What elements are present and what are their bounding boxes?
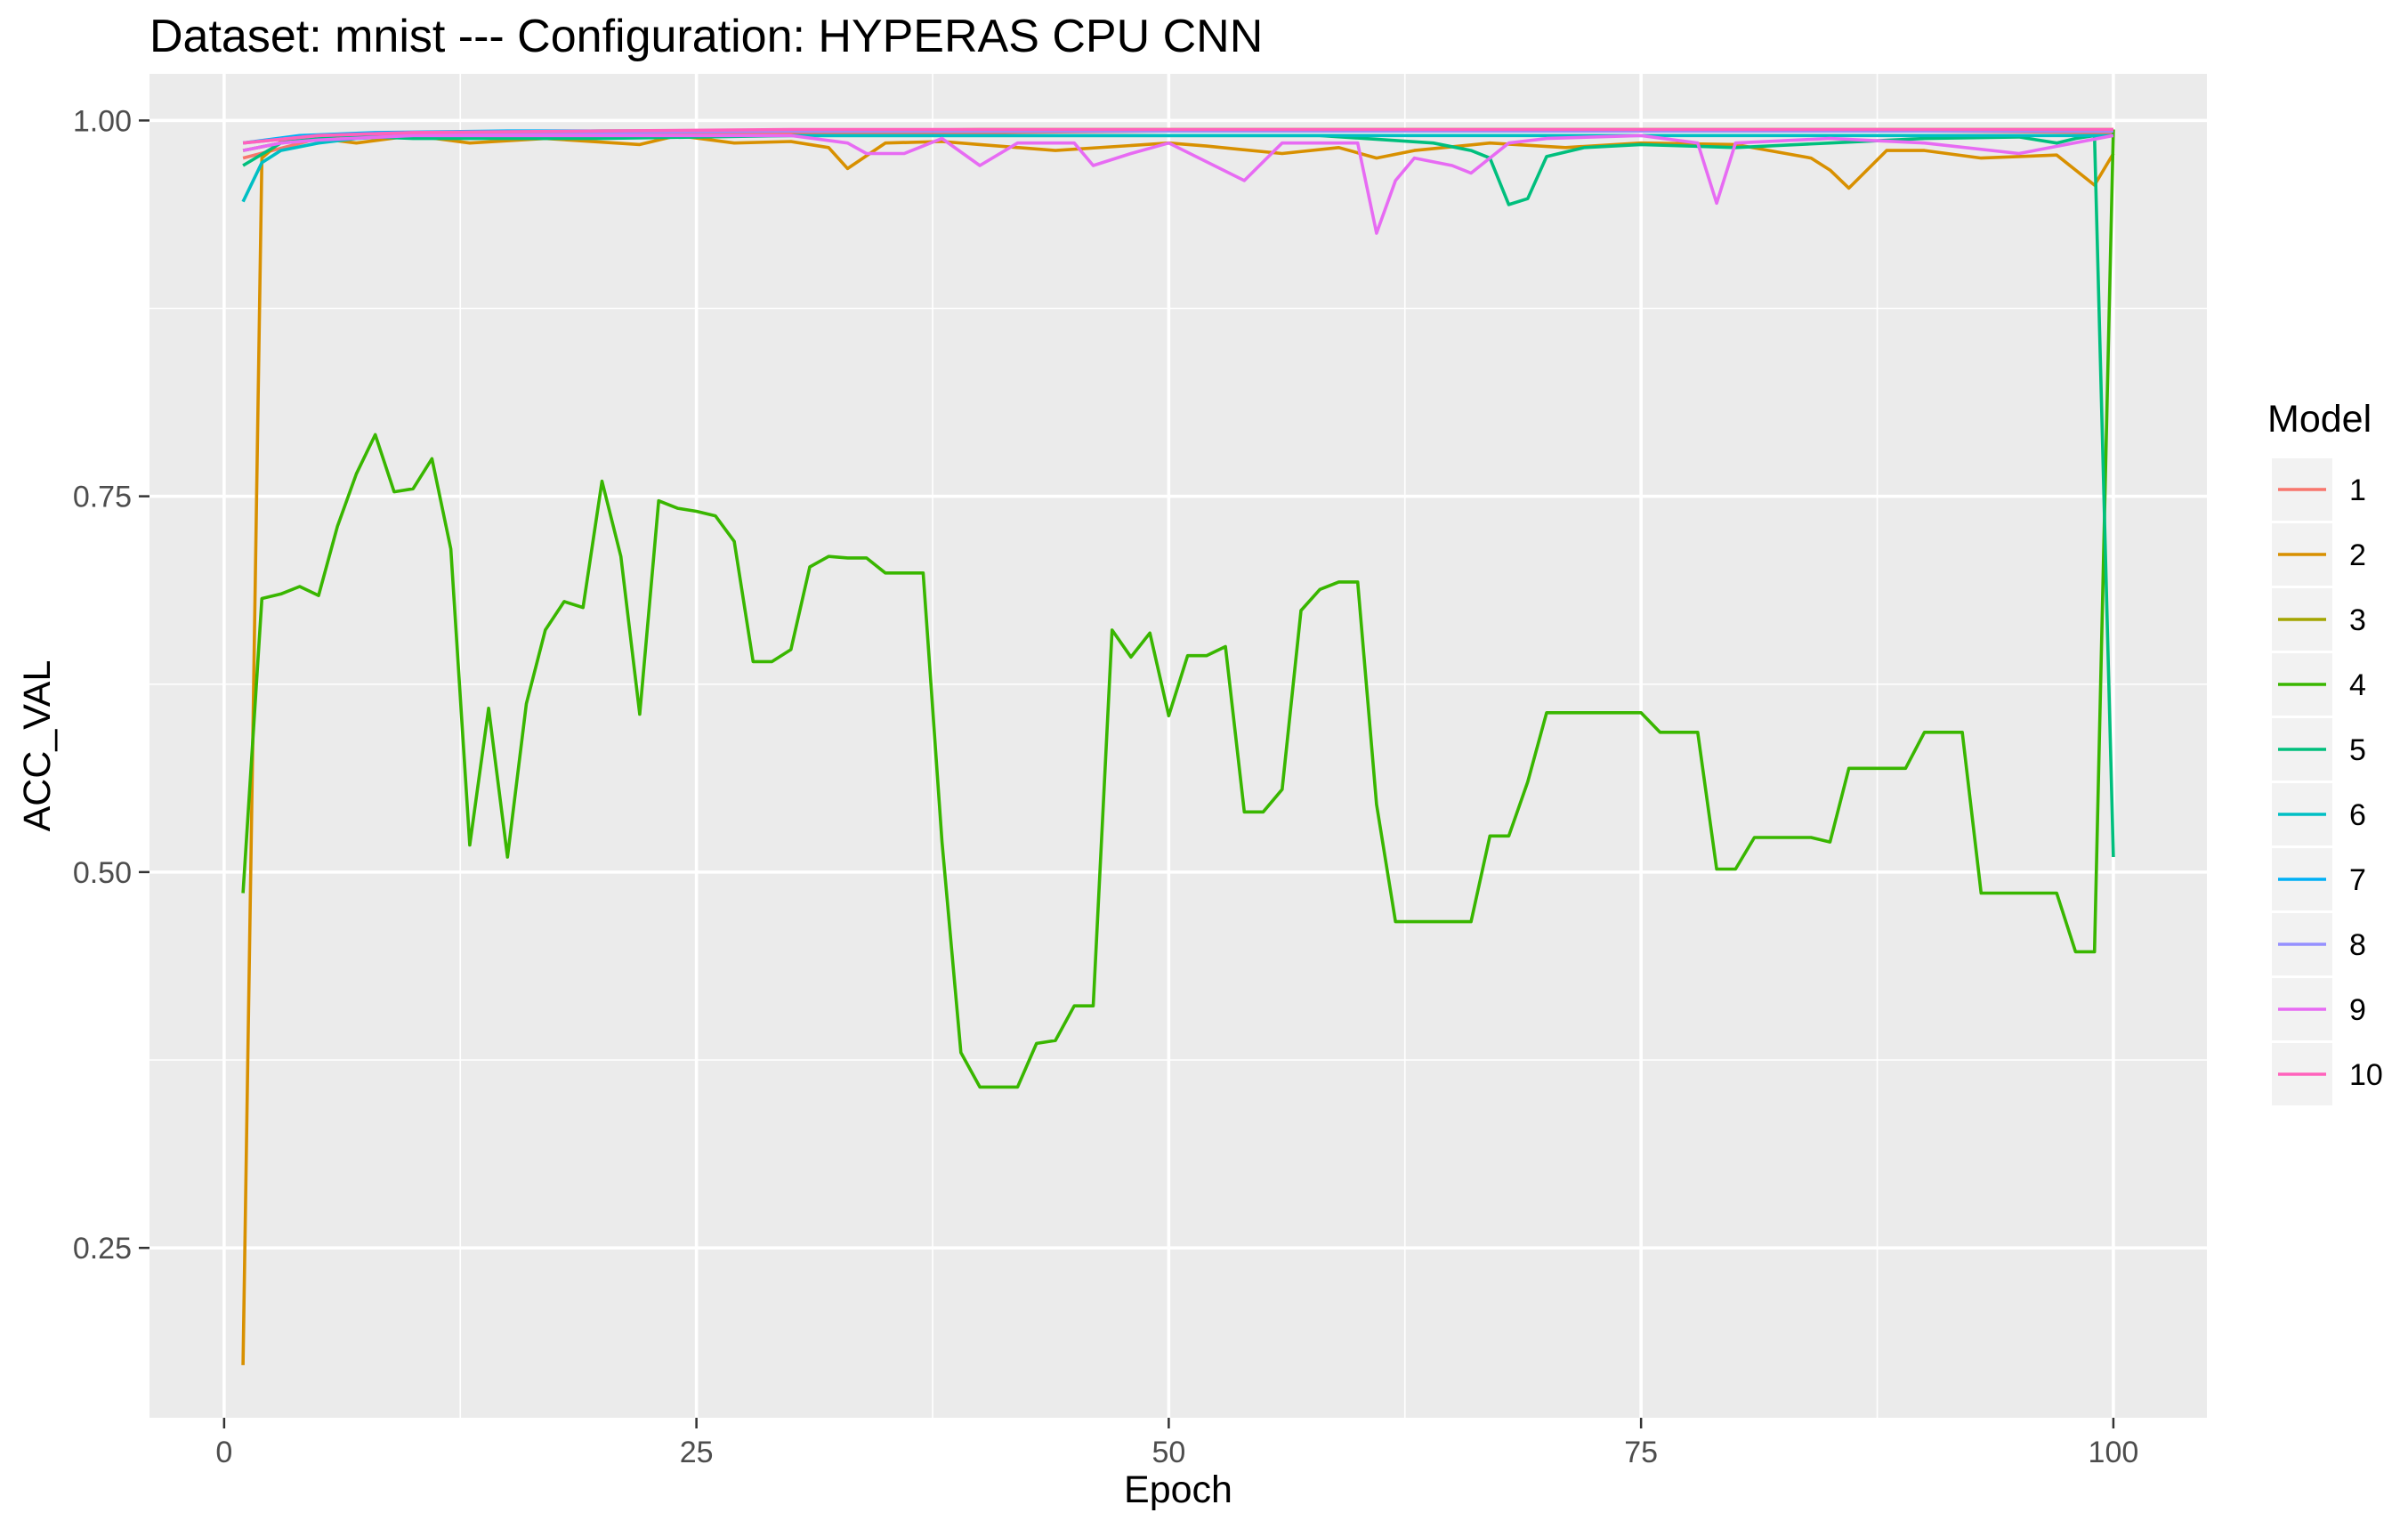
legend-item-10: 10 (2272, 1043, 2383, 1105)
legend-label: 9 (2349, 993, 2366, 1027)
legend-label: 1 (2349, 473, 2366, 507)
legend-label: 5 (2349, 733, 2366, 767)
legend-items: 1 2 3 4 5 6 7 8 9 10 (2272, 458, 2383, 1105)
legend-item-6: 6 (2272, 783, 2366, 845)
legend-title: Model (2267, 398, 2372, 441)
legend-label: 2 (2349, 538, 2366, 572)
x-axis-label: Epoch (1124, 1468, 1232, 1511)
y-tick-label: 0.50 (73, 856, 132, 890)
legend-label: 7 (2349, 863, 2366, 897)
series-line-10 (242, 127, 2113, 145)
y-tick-label: 0.25 (73, 1232, 132, 1266)
series-line-9 (242, 133, 2114, 235)
x-tick-label: 0 (215, 1436, 232, 1469)
series-line-4 (241, 129, 2115, 1089)
x-axis: 0 25 50 75 100 (215, 1418, 2138, 1469)
chart-title: Dataset: mnist --- Configuration: HYPERA… (149, 11, 1263, 62)
legend-item-9: 9 (2272, 978, 2366, 1040)
legend-label: 10 (2349, 1058, 2383, 1092)
legend-label: 4 (2349, 668, 2366, 702)
legend-item-2: 2 (2272, 523, 2366, 586)
legend-label: 6 (2349, 798, 2366, 832)
x-tick-label: 100 (2089, 1436, 2139, 1469)
plot-panel (149, 74, 2207, 1418)
y-tick-label: 0.75 (73, 481, 132, 514)
legend-item-4: 4 (2272, 653, 2366, 716)
series-layer (241, 127, 2115, 1365)
grid-major (149, 74, 2207, 1418)
x-tick-label: 50 (1151, 1436, 1185, 1469)
legend-item-8: 8 (2272, 913, 2366, 975)
y-axis: 0.25 0.50 0.75 1.00 (73, 104, 149, 1266)
y-axis-label: ACC_VAL (16, 660, 59, 832)
legend-item-3: 3 (2272, 588, 2366, 651)
legend-item-1: 1 (2272, 458, 2366, 521)
legend-label: 8 (2349, 928, 2366, 962)
legend-label: 3 (2349, 603, 2366, 637)
legend: Model 1 2 3 4 5 6 7 8 9 10 (2267, 398, 2383, 1105)
x-tick-label: 75 (1624, 1436, 1658, 1469)
y-tick-label: 1.00 (73, 104, 132, 138)
x-tick-label: 25 (680, 1436, 714, 1469)
legend-item-7: 7 (2272, 848, 2366, 910)
legend-item-5: 5 (2272, 718, 2366, 781)
